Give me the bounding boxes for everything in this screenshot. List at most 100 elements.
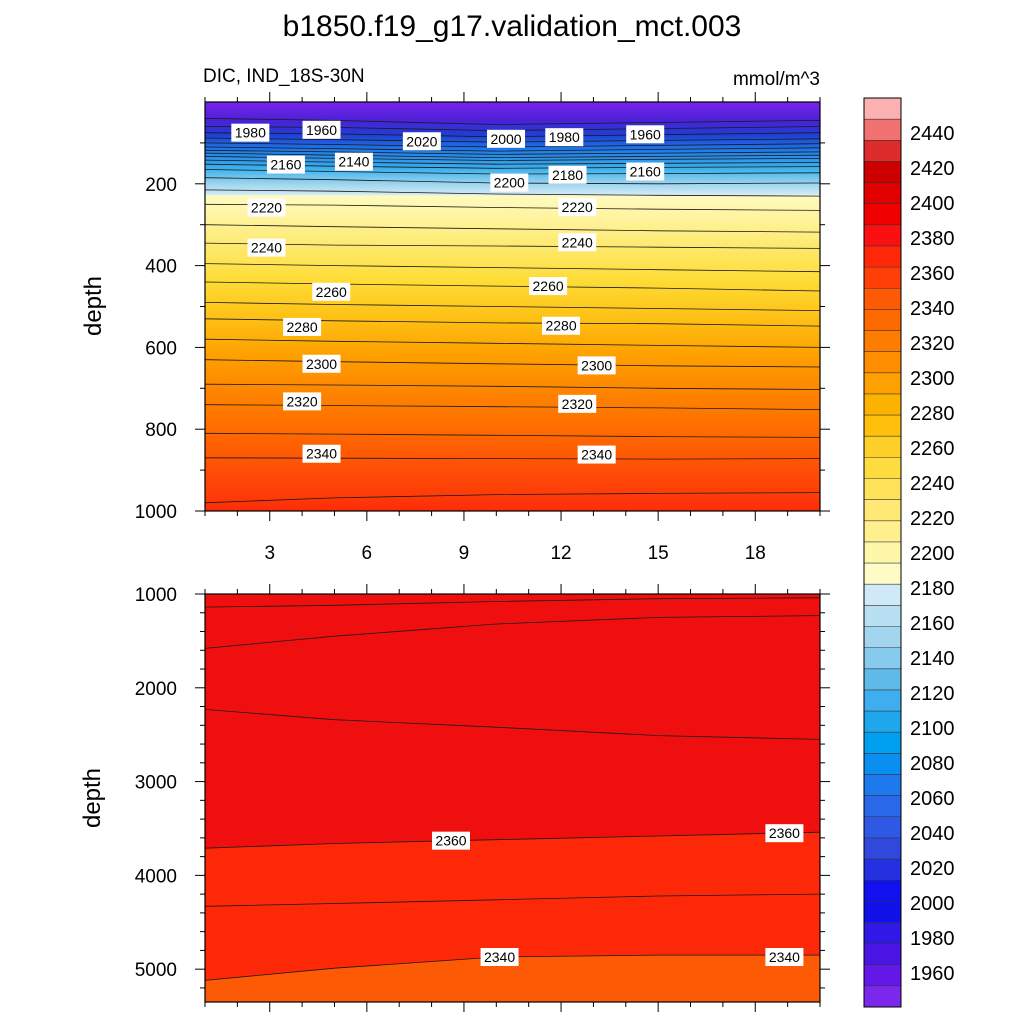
- x-tick-label: 9: [459, 543, 470, 564]
- y-tick-label: 4000: [135, 866, 177, 887]
- colorbar-frame: [863, 97, 902, 1008]
- svg-text:2300: 2300: [306, 356, 337, 372]
- contour-label: 2020: [402, 132, 441, 151]
- x-tick-label: 6: [362, 543, 373, 564]
- contour-label: 2300: [302, 354, 341, 373]
- colorbar-label: 2020: [910, 858, 955, 880]
- colorbar-swatch: [864, 457, 901, 479]
- contour-line-2080: [205, 149, 820, 155]
- svg-text:1980: 1980: [235, 125, 266, 141]
- upper-depth-panel: 1980 1960 2020 2000 1980 1960 2160 2140 2180 2160…: [80, 101, 830, 523]
- colorbar-label: 2180: [910, 578, 955, 600]
- svg-text:2340: 2340: [769, 949, 800, 965]
- lower-depth-panel: 2360 2360 2340 2340 1000 2000 3000 4000 5000 de…: [79, 585, 830, 1003]
- colorbar-label: 2000: [910, 893, 955, 915]
- y-tick-label: 800: [145, 420, 177, 441]
- contour-line-2260: [205, 281, 820, 292]
- colorbar-label: 1980: [910, 928, 955, 950]
- contour-label: 2340: [577, 445, 616, 464]
- contour-line-2370: [205, 597, 820, 608]
- svg-text:2260: 2260: [316, 284, 347, 300]
- colorbar-label: 2240: [910, 473, 955, 495]
- colorbar-label: 2100: [910, 718, 955, 740]
- contour-line-2370: [205, 615, 820, 649]
- colorbar-swatch: [864, 245, 901, 268]
- colorbar-swatch: [864, 964, 901, 987]
- colorbar-label: 2380: [910, 228, 955, 250]
- colorbar-swatch: [864, 711, 901, 733]
- lower-y-axis-title: depth: [79, 768, 106, 828]
- contour-label: 2200: [490, 173, 529, 192]
- colorbar-swatch: [864, 943, 901, 966]
- contour-line-2350: [205, 893, 820, 907]
- colorbar-label: 2400: [910, 193, 955, 215]
- svg-text:2260: 2260: [533, 278, 564, 294]
- contour-label: 2000: [487, 129, 526, 148]
- colorbar-label: 2220: [910, 508, 955, 530]
- contour-line-2340: [205, 457, 820, 460]
- colorbar-swatch: [864, 605, 901, 627]
- svg-text:2220: 2220: [251, 200, 282, 216]
- contour-line-2270: [205, 302, 820, 311]
- svg-text:2340: 2340: [484, 949, 515, 965]
- contour-label: 2260: [312, 282, 351, 301]
- contour-label: 1980: [231, 123, 270, 142]
- contour-line-2330: [205, 432, 820, 438]
- y-tick-label: 1000: [135, 585, 177, 606]
- x-axis: 3 6 9 12 15 18: [204, 92, 821, 1012]
- colorbar-label: 2260: [910, 438, 955, 460]
- contour-label: 1960: [626, 125, 665, 144]
- contour-label: 2340: [765, 947, 804, 966]
- svg-text:2160: 2160: [630, 164, 661, 180]
- contour-label: 2280: [542, 316, 581, 335]
- contour-label: 2240: [247, 238, 286, 257]
- chart-title: b1850.f19_g17.validation_mct.003: [283, 10, 742, 43]
- contour-label: 2320: [558, 394, 597, 413]
- svg-text:2200: 2200: [494, 175, 525, 191]
- svg-text:2360: 2360: [769, 825, 800, 841]
- contour-label: 2240: [558, 233, 597, 252]
- contour-line-2210: [205, 189, 820, 197]
- contour-label: 2320: [283, 392, 322, 411]
- colorbar-swatch: [864, 224, 901, 247]
- x-tick-label: 15: [648, 543, 669, 564]
- colorbar-swatch: [864, 351, 901, 374]
- colorbar-swatch: [864, 182, 901, 205]
- colorbar-label: 2200: [910, 543, 955, 565]
- colorbar-label: 2140: [910, 648, 955, 670]
- svg-text:2340: 2340: [306, 446, 337, 462]
- contour-line-2100: [205, 152, 820, 159]
- colorbar-label: 2300: [910, 368, 955, 390]
- y-tick-label: 5000: [135, 960, 177, 981]
- svg-text:2300: 2300: [581, 357, 612, 373]
- colorbar-swatch: [864, 985, 901, 1008]
- svg-text:2240: 2240: [562, 234, 593, 250]
- contour-line-2310: [205, 383, 820, 390]
- colorbar-swatch: [864, 541, 901, 564]
- colorbar-swatch: [864, 880, 901, 902]
- colorbar-swatch: [864, 584, 901, 606]
- chart-subtitle: DIC, IND_18S-30N: [203, 66, 365, 87]
- contour-label: 2340: [480, 947, 519, 966]
- colorbar-swatch: [864, 626, 901, 649]
- colorbar-swatch: [864, 330, 901, 353]
- colorbar-swatch: [864, 922, 901, 944]
- contour-line-2250: [205, 263, 820, 273]
- colorbar-swatch: [864, 436, 901, 458]
- y-tick-label: 2000: [135, 679, 177, 700]
- contour-label: 1960: [302, 120, 341, 139]
- svg-text:2340: 2340: [581, 447, 612, 463]
- colorbar-label: 2060: [910, 788, 955, 810]
- contour-line-2230: [205, 224, 820, 233]
- x-tick-label: 3: [264, 543, 275, 564]
- svg-text:1980: 1980: [549, 129, 580, 145]
- contour-label: 2280: [283, 317, 322, 336]
- colorbar-swatch: [864, 668, 901, 691]
- svg-text:2240: 2240: [251, 240, 282, 256]
- colorbar-label: 1960: [910, 963, 955, 985]
- colorbar-label: 2120: [910, 683, 955, 705]
- colorbar-swatch: [864, 161, 901, 183]
- colorbar: 2440 2420 2400 2380 2360 2340 2320 2300 2280 2260…: [863, 97, 955, 1008]
- contour-line-2300: [205, 359, 820, 368]
- svg-text:2320: 2320: [562, 396, 593, 412]
